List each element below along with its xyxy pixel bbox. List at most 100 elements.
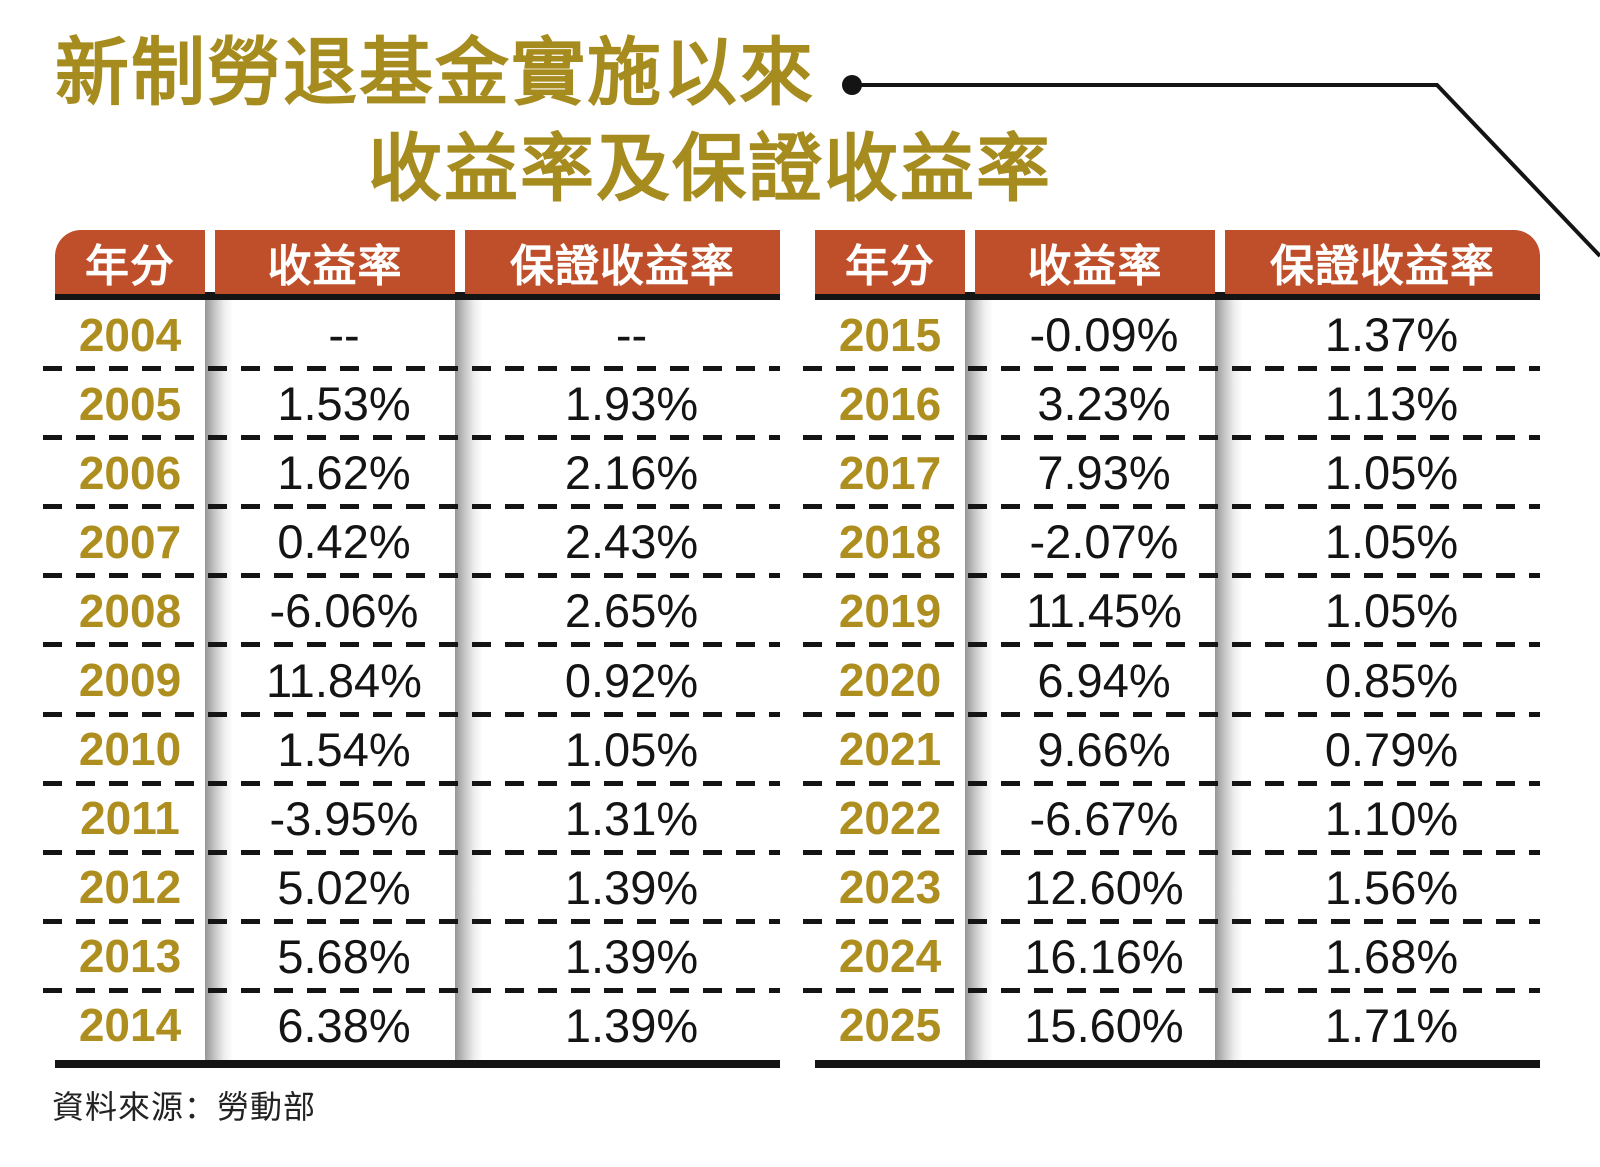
cell-guaranteed-rate: 0.85% [1324,653,1459,707]
cell-return-rate: 1.53% [277,377,411,431]
cell-year: 2023 [838,861,942,914]
table-bottom-line [815,1060,1540,1068]
header-guaranteed-rate: 保證收益率 [1225,230,1540,294]
cell-return-rate: 7.93% [1037,446,1171,500]
cell-guaranteed-rate: 1.05% [1324,515,1459,569]
cell-return-rate: 6.38% [277,998,411,1052]
cell-return-rate: 3.23% [1037,377,1171,431]
cell-year: 2011 [80,792,180,845]
cell-guaranteed-rate: 0.79% [1324,722,1459,776]
cell-return-rate: -6.67% [1029,791,1179,845]
cell-year: 2016 [838,377,942,430]
cell-year: 2019 [838,584,942,637]
cell-return-rate: -0.09% [1029,308,1179,362]
table-row: 2009 11.84% 0.92% [43,645,780,717]
table-row: 2014 6.38% 1.39% [55,991,780,1060]
cell-guaranteed-rate: 1.31% [564,791,699,845]
cell-guaranteed-rate: 1.05% [1324,584,1459,638]
cell-year: 2007 [78,515,182,568]
cell-year: 2015 [838,308,942,361]
cell-return-rate: -- [328,308,360,362]
returns-table-2015-2025: 年分 收益率 保證收益率 2015 -0.09% 1.37% 2016 3.23% 1.1… [803,230,1540,1068]
table-row: 2021 9.66% 0.79% [803,715,1540,786]
column-gutter [205,300,233,1060]
cell-year: 2018 [838,515,942,568]
cell-guaranteed-rate: -- [615,308,648,362]
cell-guaranteed-rate: 1.39% [564,929,699,983]
table-row: 2015 -0.09% 1.37% [803,300,1540,372]
table-row: 2004 -- -- [43,300,780,372]
header-return-rate: 收益率 [975,230,1215,294]
table-row: 2018 -2.07% 1.05% [803,507,1540,579]
table-row: 2008 -6.06% 2.65% [43,576,780,648]
cell-year: 2008 [78,584,182,637]
table-row: 2013 5.68% 1.39% [43,922,780,994]
cell-year: 2021 [838,723,942,776]
cell-guaranteed-rate: 2.16% [564,446,699,500]
cell-year: 2024 [838,930,942,983]
cell-return-rate: 1.62% [277,446,411,500]
column-gutter [1215,300,1243,1060]
cell-return-rate: 1.54% [277,722,411,776]
cell-year: 2010 [78,723,182,776]
cell-guaranteed-rate: 2.43% [564,515,699,569]
cell-year: 2022 [838,792,942,845]
cell-return-rate: -2.07% [1029,515,1179,569]
cell-year: 2006 [78,446,182,499]
cell-year: 2013 [78,930,182,983]
cell-return-rate: -3.95% [269,791,419,845]
table-bottom-line [55,1060,780,1068]
cell-return-rate: 5.02% [277,860,411,914]
header-return-rate: 收益率 [215,230,455,294]
header-underline [55,292,780,300]
table-row: 2011 -3.95% 1.31% [43,784,780,855]
table-row: 2010 1.54% 1.05% [43,715,780,786]
cell-return-rate: 5.68% [277,929,411,983]
cell-guaranteed-rate: 1.71% [1324,998,1459,1052]
cell-return-rate: -6.06% [269,584,419,638]
cell-guaranteed-rate: 1.13% [1324,377,1459,431]
cell-return-rate: 0.42% [277,515,411,569]
cell-year: 2017 [838,446,942,499]
table-body: 2015 -0.09% 1.37% 2016 3.23% 1.13% 2017 7.93% 1.… [803,300,1540,1060]
cell-year: 2004 [78,308,182,361]
table-row: 2016 3.23% 1.13% [803,369,1540,441]
table-body: 2004 -- -- 2005 1.53% 1.93% 2006 1.62% 2.16% 2007… [43,300,780,1060]
table-row: 2025 15.60% 1.71% [815,991,1540,1060]
cell-year: 2020 [838,654,942,707]
header-year: 年分 [815,230,965,294]
table-row: 2005 1.53% 1.93% [43,369,780,441]
table-header: 年分 收益率 保證收益率 [815,230,1540,294]
cell-guaranteed-rate: 1.39% [564,998,699,1052]
column-gutter [965,300,993,1060]
cell-guaranteed-rate: 1.10% [1324,791,1459,845]
header-underline [815,292,1540,300]
cell-return-rate: 12.60% [1024,860,1184,914]
table-row: 2022 -6.67% 1.10% [803,784,1540,855]
table-row: 2023 12.60% 1.56% [803,853,1540,924]
table-rows: 2015 -0.09% 1.37% 2016 3.23% 1.13% 2017 7.93% 1.… [803,300,1540,1060]
column-gutter [455,300,483,1060]
cell-guaranteed-rate: 1.56% [1324,860,1459,914]
cell-guaranteed-rate: 1.93% [564,377,699,431]
cell-guaranteed-rate: 1.05% [564,722,699,776]
cell-return-rate: 6.94% [1037,653,1171,707]
table-row: 2012 5.02% 1.39% [43,853,780,924]
table-row: 2017 7.93% 1.05% [803,438,1540,510]
cell-guaranteed-rate: 2.65% [564,584,699,638]
cell-year: 2014 [78,999,182,1052]
table-row: 2007 0.42% 2.43% [43,507,780,579]
cell-return-rate: 16.16% [1024,929,1184,983]
cell-return-rate: 15.60% [1024,998,1184,1052]
returns-table-2004-2014: 年分 收益率 保證收益率 2004 -- -- 2005 1.53% 1.93% 2006 1… [43,230,780,1068]
header-year: 年分 [55,230,205,294]
page-title-line1: 新制勞退基金實施以來 [55,31,815,114]
cell-return-rate: 11.84% [266,653,422,707]
cell-year: 2005 [78,377,182,430]
table-row: 2020 6.94% 0.85% [803,645,1540,717]
header-guaranteed-rate: 保證收益率 [465,230,780,294]
source-note: 資料來源：勞動部 [52,1089,317,1125]
cell-guaranteed-rate: 1.05% [1324,446,1459,500]
cell-guaranteed-rate: 1.37% [1324,308,1459,362]
